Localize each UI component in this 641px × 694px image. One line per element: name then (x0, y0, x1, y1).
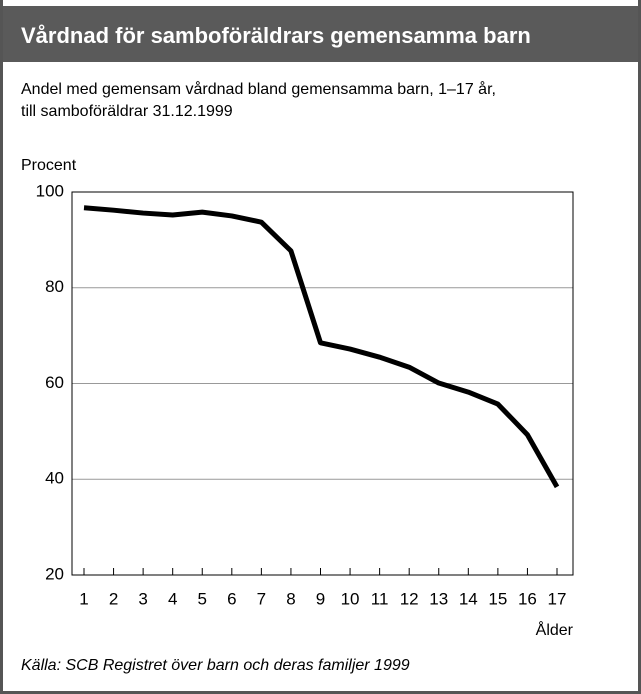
x-tick-label: 15 (488, 589, 507, 608)
x-tick-label: 16 (518, 589, 537, 608)
x-tick-label: 6 (227, 589, 236, 608)
x-tick-label: 9 (316, 589, 325, 608)
y-tick-label: 20 (45, 564, 64, 583)
x-tick-label: 11 (371, 589, 389, 608)
subtitle: till samboföräldrar 31.12.1999 (21, 103, 233, 120)
x-tick-label: 3 (138, 589, 147, 608)
y-tick-label: 40 (45, 469, 64, 488)
y-axis-label: Procent (21, 157, 77, 174)
x-tick-label: 7 (257, 589, 266, 608)
y-tick-label: 100 (36, 181, 64, 200)
y-tick-label: 80 (45, 277, 64, 296)
subtitle: Andel med gemensam vårdnad bland gemensa… (21, 80, 496, 98)
x-tick-label: 8 (286, 589, 295, 608)
chart-title: Vårdnad för samboföräldrars gemensamma b… (21, 23, 531, 48)
x-tick-label: 12 (400, 589, 419, 608)
x-axis-label: Ålder (536, 620, 574, 639)
x-tick-label: 17 (548, 589, 567, 608)
x-tick-label: 2 (109, 589, 118, 608)
source: Källa: SCB Registret över barn och deras… (21, 657, 410, 674)
x-tick-label: 5 (198, 589, 207, 608)
y-tick-label: 60 (45, 373, 64, 392)
x-tick-label: 1 (79, 589, 88, 608)
chart: Vårdnad för samboföräldrars gemensamma b… (3, 6, 638, 674)
x-tick-label: 4 (168, 589, 177, 608)
x-tick-label: 10 (341, 589, 360, 608)
header-bar (3, 6, 638, 62)
line-series (83, 205, 560, 489)
x-tick-label: 14 (459, 589, 478, 608)
plot-border (71, 191, 574, 576)
x-tick-label: 13 (429, 589, 448, 608)
